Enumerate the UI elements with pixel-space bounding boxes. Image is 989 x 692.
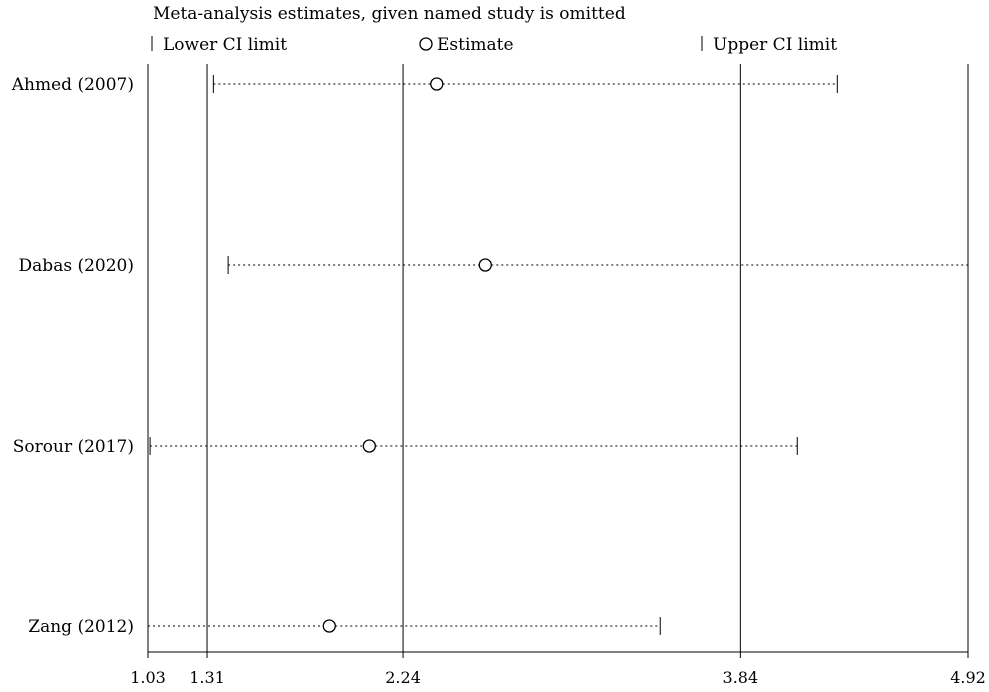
plot-area: 1.03 1.31 2.24 3.84 4.92 Ahmed (2007) Dabas (2… — [11, 64, 986, 687]
study-label-2: Sorour (2017) — [13, 437, 134, 457]
legend: Lower CI limit Estimate Upper CI limit — [151, 35, 837, 55]
x-tick-label-0: 1.03 — [130, 668, 166, 687]
study-label-3: Zang (2012) — [28, 617, 134, 637]
study-label-1: Dabas (2020) — [19, 256, 134, 276]
x-tick-label-3: 3.84 — [723, 668, 759, 687]
legend-estimate-label: Estimate — [437, 35, 514, 55]
estimate-point-1 — [478, 258, 492, 272]
legend-lower-label: Lower CI limit — [163, 35, 287, 55]
chart-title: Meta-analysis estimates, given named stu… — [153, 4, 626, 24]
legend-upper-label: Upper CI limit — [713, 35, 837, 55]
x-tick-label-4: 4.92 — [950, 668, 986, 687]
study-label-0: Ahmed (2007) — [11, 75, 134, 95]
estimate-point-0 — [430, 77, 444, 91]
estimate-point-2 — [362, 439, 376, 453]
x-tick-label-1: 1.31 — [189, 668, 225, 687]
estimate-point-3 — [322, 619, 336, 633]
legend-estimate-marker — [419, 37, 433, 51]
x-tick-label-2: 2.24 — [385, 668, 421, 687]
